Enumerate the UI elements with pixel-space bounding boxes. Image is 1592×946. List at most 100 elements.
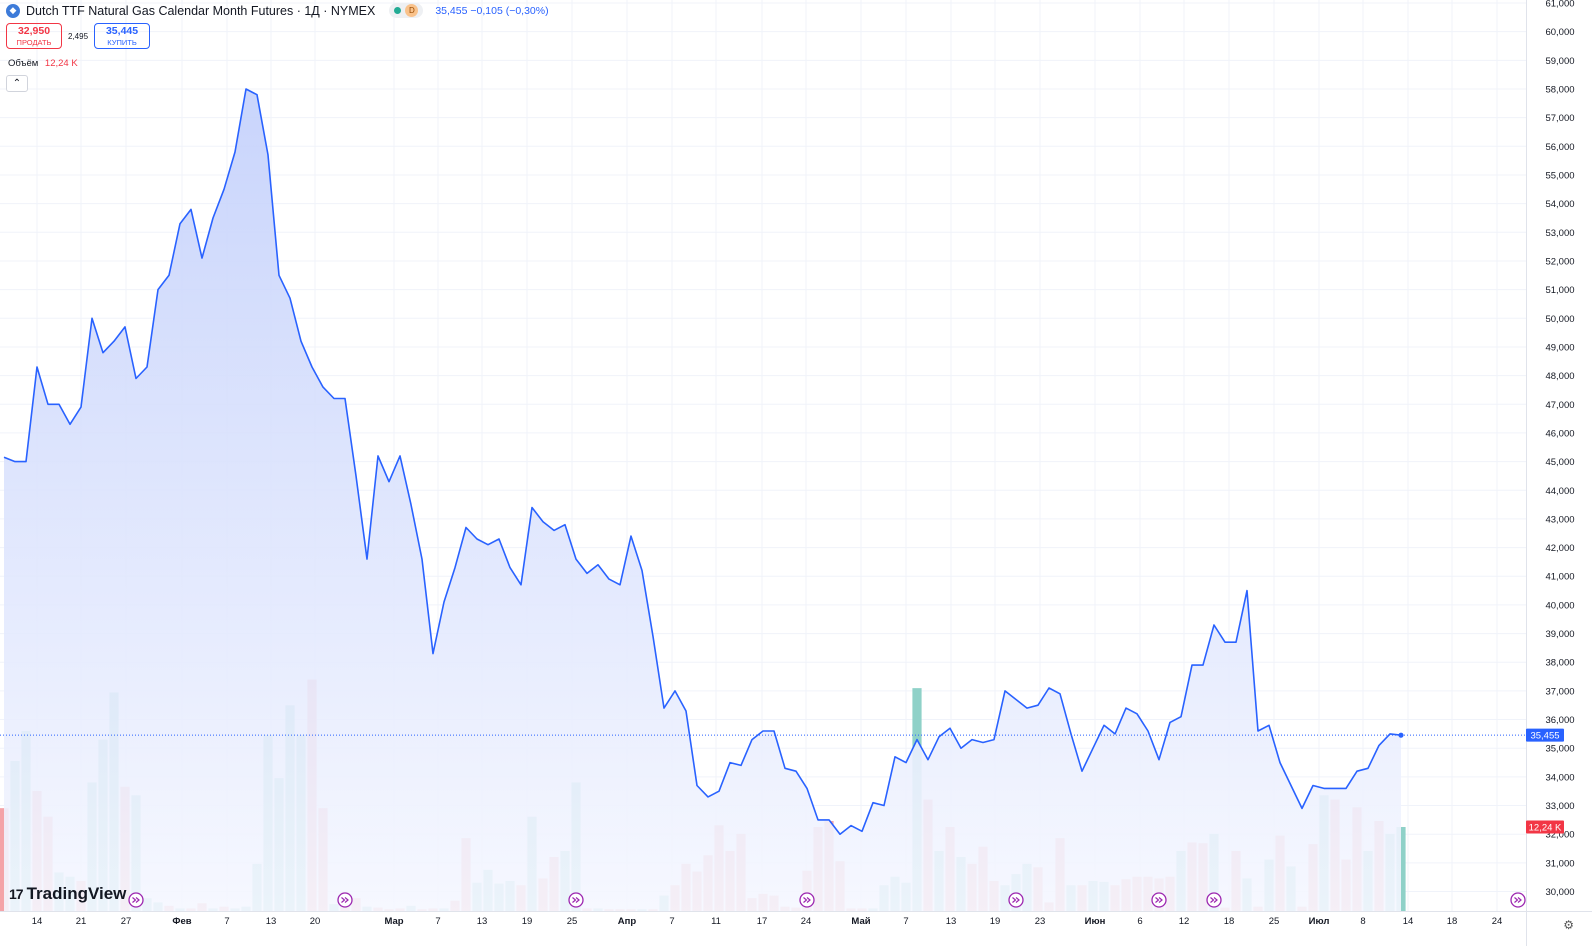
x-tick-label: 7 — [669, 916, 674, 927]
status-pill[interactable]: D — [389, 3, 424, 18]
price-tags: 35,455 12,24 K — [0, 728, 1564, 834]
logo-mark: 17 — [9, 886, 24, 902]
x-tick-label: 24 — [801, 916, 812, 927]
x-tick-label: 19 — [522, 916, 533, 927]
volume-legend[interactable]: Объём 12,24 K — [8, 58, 78, 69]
dividend-arrow-icon[interactable] — [1206, 892, 1222, 908]
buy-price: 35,445 — [105, 25, 139, 37]
x-tick-label: 7 — [224, 916, 229, 927]
x-tick-label: 6 — [1137, 916, 1142, 927]
price-change: −0,105 (−0,30%) — [470, 4, 549, 17]
x-tick-label: 20 — [310, 916, 321, 927]
y-tick-label: 44,000 — [1545, 486, 1574, 497]
x-tick-label: 7 — [903, 916, 908, 927]
y-tick-label: 50,000 — [1545, 314, 1574, 325]
chart-header: ◆ Dutch TTF Natural Gas Calendar Month F… — [6, 3, 549, 18]
buy-button[interactable]: 35,445 КУПИТЬ — [94, 23, 151, 49]
logo-text: TradingView — [26, 884, 127, 903]
y-tick-label: 51,000 — [1545, 285, 1574, 296]
x-tick-label: 13 — [477, 916, 488, 927]
x-tick-label: Мар — [384, 916, 403, 927]
y-tick-label: 46,000 — [1545, 428, 1574, 439]
dividend-arrow-icon[interactable] — [337, 892, 353, 908]
volume-legend-label: Объём — [8, 58, 39, 69]
x-tick-label: 12 — [1179, 916, 1190, 927]
price-line — [3, 88, 1402, 835]
last-price: 35,455 — [435, 4, 468, 17]
x-tick-label: Май — [851, 916, 870, 927]
y-tick-label: 35,000 — [1545, 744, 1574, 755]
x-tick-label: 13 — [266, 916, 277, 927]
chevron-up-icon[interactable]: ⌃ — [6, 75, 28, 92]
volume-tag-label: 12,24 K — [1529, 823, 1562, 834]
y-tick-label: 37,000 — [1545, 686, 1574, 697]
x-tick-label: 25 — [1269, 916, 1280, 927]
dividend-arrow-icon[interactable] — [568, 892, 584, 908]
y-tick-label: 38,000 — [1545, 658, 1574, 669]
y-tick-label: 57,000 — [1545, 113, 1574, 124]
x-tick-label: 14 — [1403, 916, 1414, 927]
y-tick-label: 31,000 — [1545, 858, 1574, 869]
dividend-arrow-icon[interactable] — [1151, 892, 1167, 908]
buy-label: КУПИТЬ — [107, 38, 137, 47]
dividend-arrow-icon[interactable] — [1008, 892, 1024, 908]
y-tick-label: 40,000 — [1545, 600, 1574, 611]
sell-price: 32,950 — [17, 25, 51, 37]
x-tick-label: 25 — [567, 916, 578, 927]
marker-arrows — [1155, 897, 1163, 903]
drop-icon: ◆ — [6, 3, 20, 18]
y-tick-label: 30,000 — [1545, 887, 1574, 898]
x-tick-label: 11 — [711, 916, 721, 927]
marker-arrows — [1012, 897, 1020, 903]
price-area — [3, 88, 1404, 911]
x-tick-label: Июн — [1085, 916, 1106, 927]
tradingview-logo[interactable]: 17 TradingView — [9, 884, 126, 904]
x-tick-label: 19 — [990, 916, 1001, 927]
y-tick-label: 53,000 — [1545, 228, 1574, 239]
marker-arrows — [803, 897, 811, 903]
y-tick-label: 36,000 — [1545, 715, 1574, 726]
quote-values: 35,455 −0,105 (−0,30%) — [435, 5, 548, 17]
y-tick-label: 56,000 — [1545, 142, 1574, 153]
symbol-title[interactable]: Dutch TTF Natural Gas Calendar Month Fut… — [26, 3, 376, 18]
y-tick-label: 58,000 — [1545, 84, 1574, 95]
dividend-arrow-icon[interactable] — [799, 892, 815, 908]
y-tick-label: 43,000 — [1545, 514, 1574, 525]
sell-button[interactable]: 32,950 ПРОДАТЬ — [6, 23, 62, 49]
sell-label: ПРОДАТЬ — [16, 38, 52, 47]
gear-icon[interactable]: ⚙ — [1563, 918, 1574, 932]
x-tick-label: 24 — [1492, 916, 1503, 927]
y-tick-label: 45,000 — [1545, 457, 1574, 468]
spread-value: 2,495 — [68, 31, 89, 41]
y-tick-label: 41,000 — [1545, 572, 1574, 583]
y-tick-label: 33,000 — [1545, 801, 1574, 812]
x-tick-label: 8 — [1360, 916, 1365, 927]
x-tick-label: 27 — [121, 916, 132, 927]
y-tick-label: 54,000 — [1545, 199, 1574, 210]
x-tick-label: 7 — [435, 916, 440, 927]
x-tick-label: 18 — [1447, 916, 1458, 927]
dividend-arrow-icon[interactable] — [1510, 892, 1526, 908]
marker-arrows — [1210, 897, 1218, 903]
marker-arrows — [1514, 897, 1522, 903]
y-tick-label: 55,000 — [1545, 170, 1574, 181]
y-tick-label: 59,000 — [1545, 56, 1574, 67]
market-open-dot-icon — [394, 7, 402, 14]
time-axis[interactable]: 14 21 27 Фев 7 13 20 Мар 7 13 19 25 Апр 7 11 17 24 Май 7 13… — [0, 911, 1592, 928]
marker-arrows — [572, 897, 580, 903]
x-tick-label: 13 — [946, 916, 957, 927]
y-tick-label: 32,000 — [1545, 830, 1574, 841]
y-tick-label: 61,000 — [1545, 0, 1574, 10]
marker-arrows — [341, 897, 349, 903]
y-tick-label: 52,000 — [1545, 256, 1574, 267]
price-axis[interactable]: 30,000 31,000 32,000 33,000 34,000 35,000 36,0… — [1526, 0, 1575, 946]
x-tick-label: 23 — [1035, 916, 1046, 927]
y-tick-label: 60,000 — [1545, 27, 1574, 38]
x-tick-label: 17 — [757, 916, 768, 927]
volume-tag — [1526, 820, 1564, 834]
trade-buttons: 32,950 ПРОДАТЬ 2,495 35,445 КУПИТЬ — [6, 23, 151, 49]
last-price-tag — [1526, 728, 1564, 742]
dividend-arrow-icon[interactable] — [128, 892, 144, 908]
event-markers[interactable] — [128, 892, 1526, 908]
